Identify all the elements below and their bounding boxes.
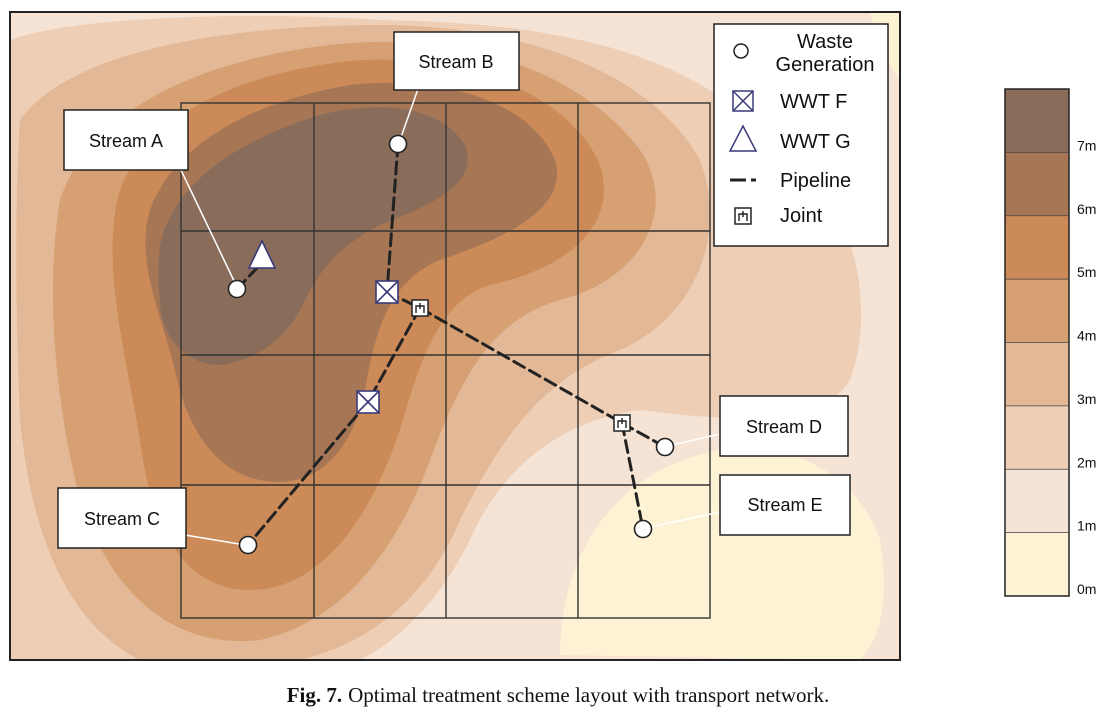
colorbar-tick-label: 5m	[1077, 264, 1096, 280]
stream-d-callout: Stream D	[719, 395, 849, 457]
stream-c-label: Stream C	[84, 509, 160, 529]
pipeline-b-to-wwtf	[385, 142, 400, 294]
pipeline-joint1-to-joint2	[418, 306, 624, 425]
colorbar-band	[1005, 532, 1069, 596]
wwt-f-upper-icon	[375, 280, 399, 304]
figure-caption-text: Optimal treatment scheme layout with tra…	[348, 683, 830, 707]
pipeline-joint2-to-e	[620, 421, 645, 531]
legend-waste-label-line1: Waste	[797, 31, 853, 53]
legend-pipeline-label: Pipeline	[780, 170, 851, 192]
colorbar-band	[1005, 342, 1069, 406]
joint-1-icon	[411, 299, 429, 317]
stream-a-callout: Stream A	[63, 109, 189, 171]
pipeline-joint1-to-wwtf2	[366, 306, 422, 404]
leader-stream-c	[184, 534, 246, 546]
elevation-band-7m	[158, 107, 468, 365]
joint-2-icon	[613, 414, 631, 432]
legend: Waste Generation WWT F WWT G Pipeline Jo…	[713, 23, 889, 247]
stream-b-label: Stream B	[418, 52, 493, 72]
colorbar-band	[1005, 152, 1069, 216]
colorbar-tick-label: 3m	[1077, 391, 1096, 407]
waste-generation-d-icon	[655, 437, 675, 457]
legend-wwt-f-label: WWT F	[780, 91, 847, 113]
legend-crossed-box-icon	[732, 90, 754, 112]
leader-stream-a	[179, 167, 237, 286]
callout-leaders	[179, 88, 721, 546]
colorbar-band	[1005, 405, 1069, 470]
colorbar-tick-label: 6m	[1077, 201, 1096, 217]
waste-generation-a-icon	[227, 279, 247, 299]
wwt-g-icon	[247, 239, 277, 269]
legend-triangle-icon	[728, 124, 758, 152]
colorbar-tick-label: 7m	[1077, 137, 1096, 153]
stream-a-label: Stream A	[89, 131, 163, 151]
elevation-colorbar: 0m 1m 2m 3m 4m 5m 6m 7m	[1004, 88, 1096, 597]
legend-waste-label-line2: Generation	[776, 54, 875, 76]
map-frame	[9, 11, 901, 661]
legend-joint-icon	[734, 207, 752, 225]
wwt-f-lower-icon	[356, 390, 380, 414]
colorbar-tick-label: 2m	[1077, 454, 1096, 470]
stream-c-callout: Stream C	[57, 487, 187, 549]
stream-d-label: Stream D	[746, 417, 822, 437]
colorbar-band	[1005, 279, 1069, 343]
colorbar-band	[1005, 89, 1069, 153]
figure-caption: Fig. 7. Optimal treatment scheme layout w…	[0, 683, 1116, 708]
waste-generation-c-icon	[238, 535, 258, 555]
legend-wwt-g-label: WWT G	[780, 131, 851, 153]
stream-e-label: Stream E	[747, 495, 822, 515]
colorbar-band	[1005, 215, 1069, 280]
leader-stream-b	[399, 88, 419, 141]
leader-stream-e	[645, 511, 721, 529]
stream-b-callout: Stream B	[393, 31, 520, 91]
stream-e-callout: Stream E	[719, 474, 851, 536]
leader-stream-d	[667, 433, 721, 447]
colorbar-band	[1005, 469, 1069, 533]
waste-generation-b-icon	[388, 134, 408, 154]
colorbar-tick-label: 0m	[1077, 581, 1096, 597]
colorbar-tick-label: 1m	[1077, 518, 1096, 534]
legend-joint-label: Joint	[780, 205, 823, 227]
waste-generation-nodes	[227, 134, 675, 555]
figure-caption-label: Fig. 7.	[286, 683, 343, 707]
legend-circle-icon	[733, 43, 749, 59]
colorbar-tick-label: 4m	[1077, 328, 1096, 344]
grid	[180, 102, 711, 619]
pipeline-wwtf2-to-c	[246, 400, 370, 547]
waste-generation-e-icon	[633, 519, 653, 539]
